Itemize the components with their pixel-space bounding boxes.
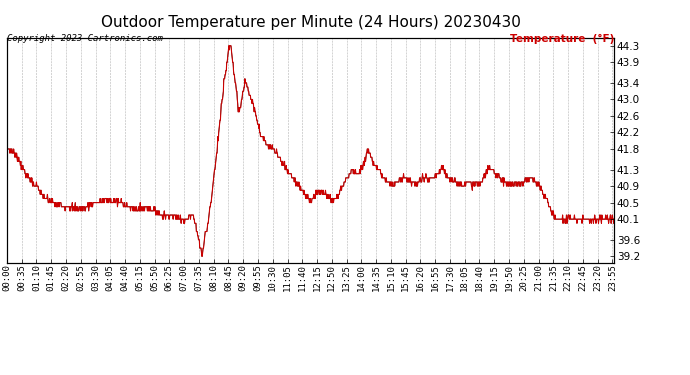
Text: Temperature  (°F): Temperature (°F) (510, 34, 614, 44)
Text: Outdoor Temperature per Minute (24 Hours) 20230430: Outdoor Temperature per Minute (24 Hours… (101, 15, 520, 30)
Text: Copyright 2023 Cartronics.com: Copyright 2023 Cartronics.com (7, 34, 163, 43)
